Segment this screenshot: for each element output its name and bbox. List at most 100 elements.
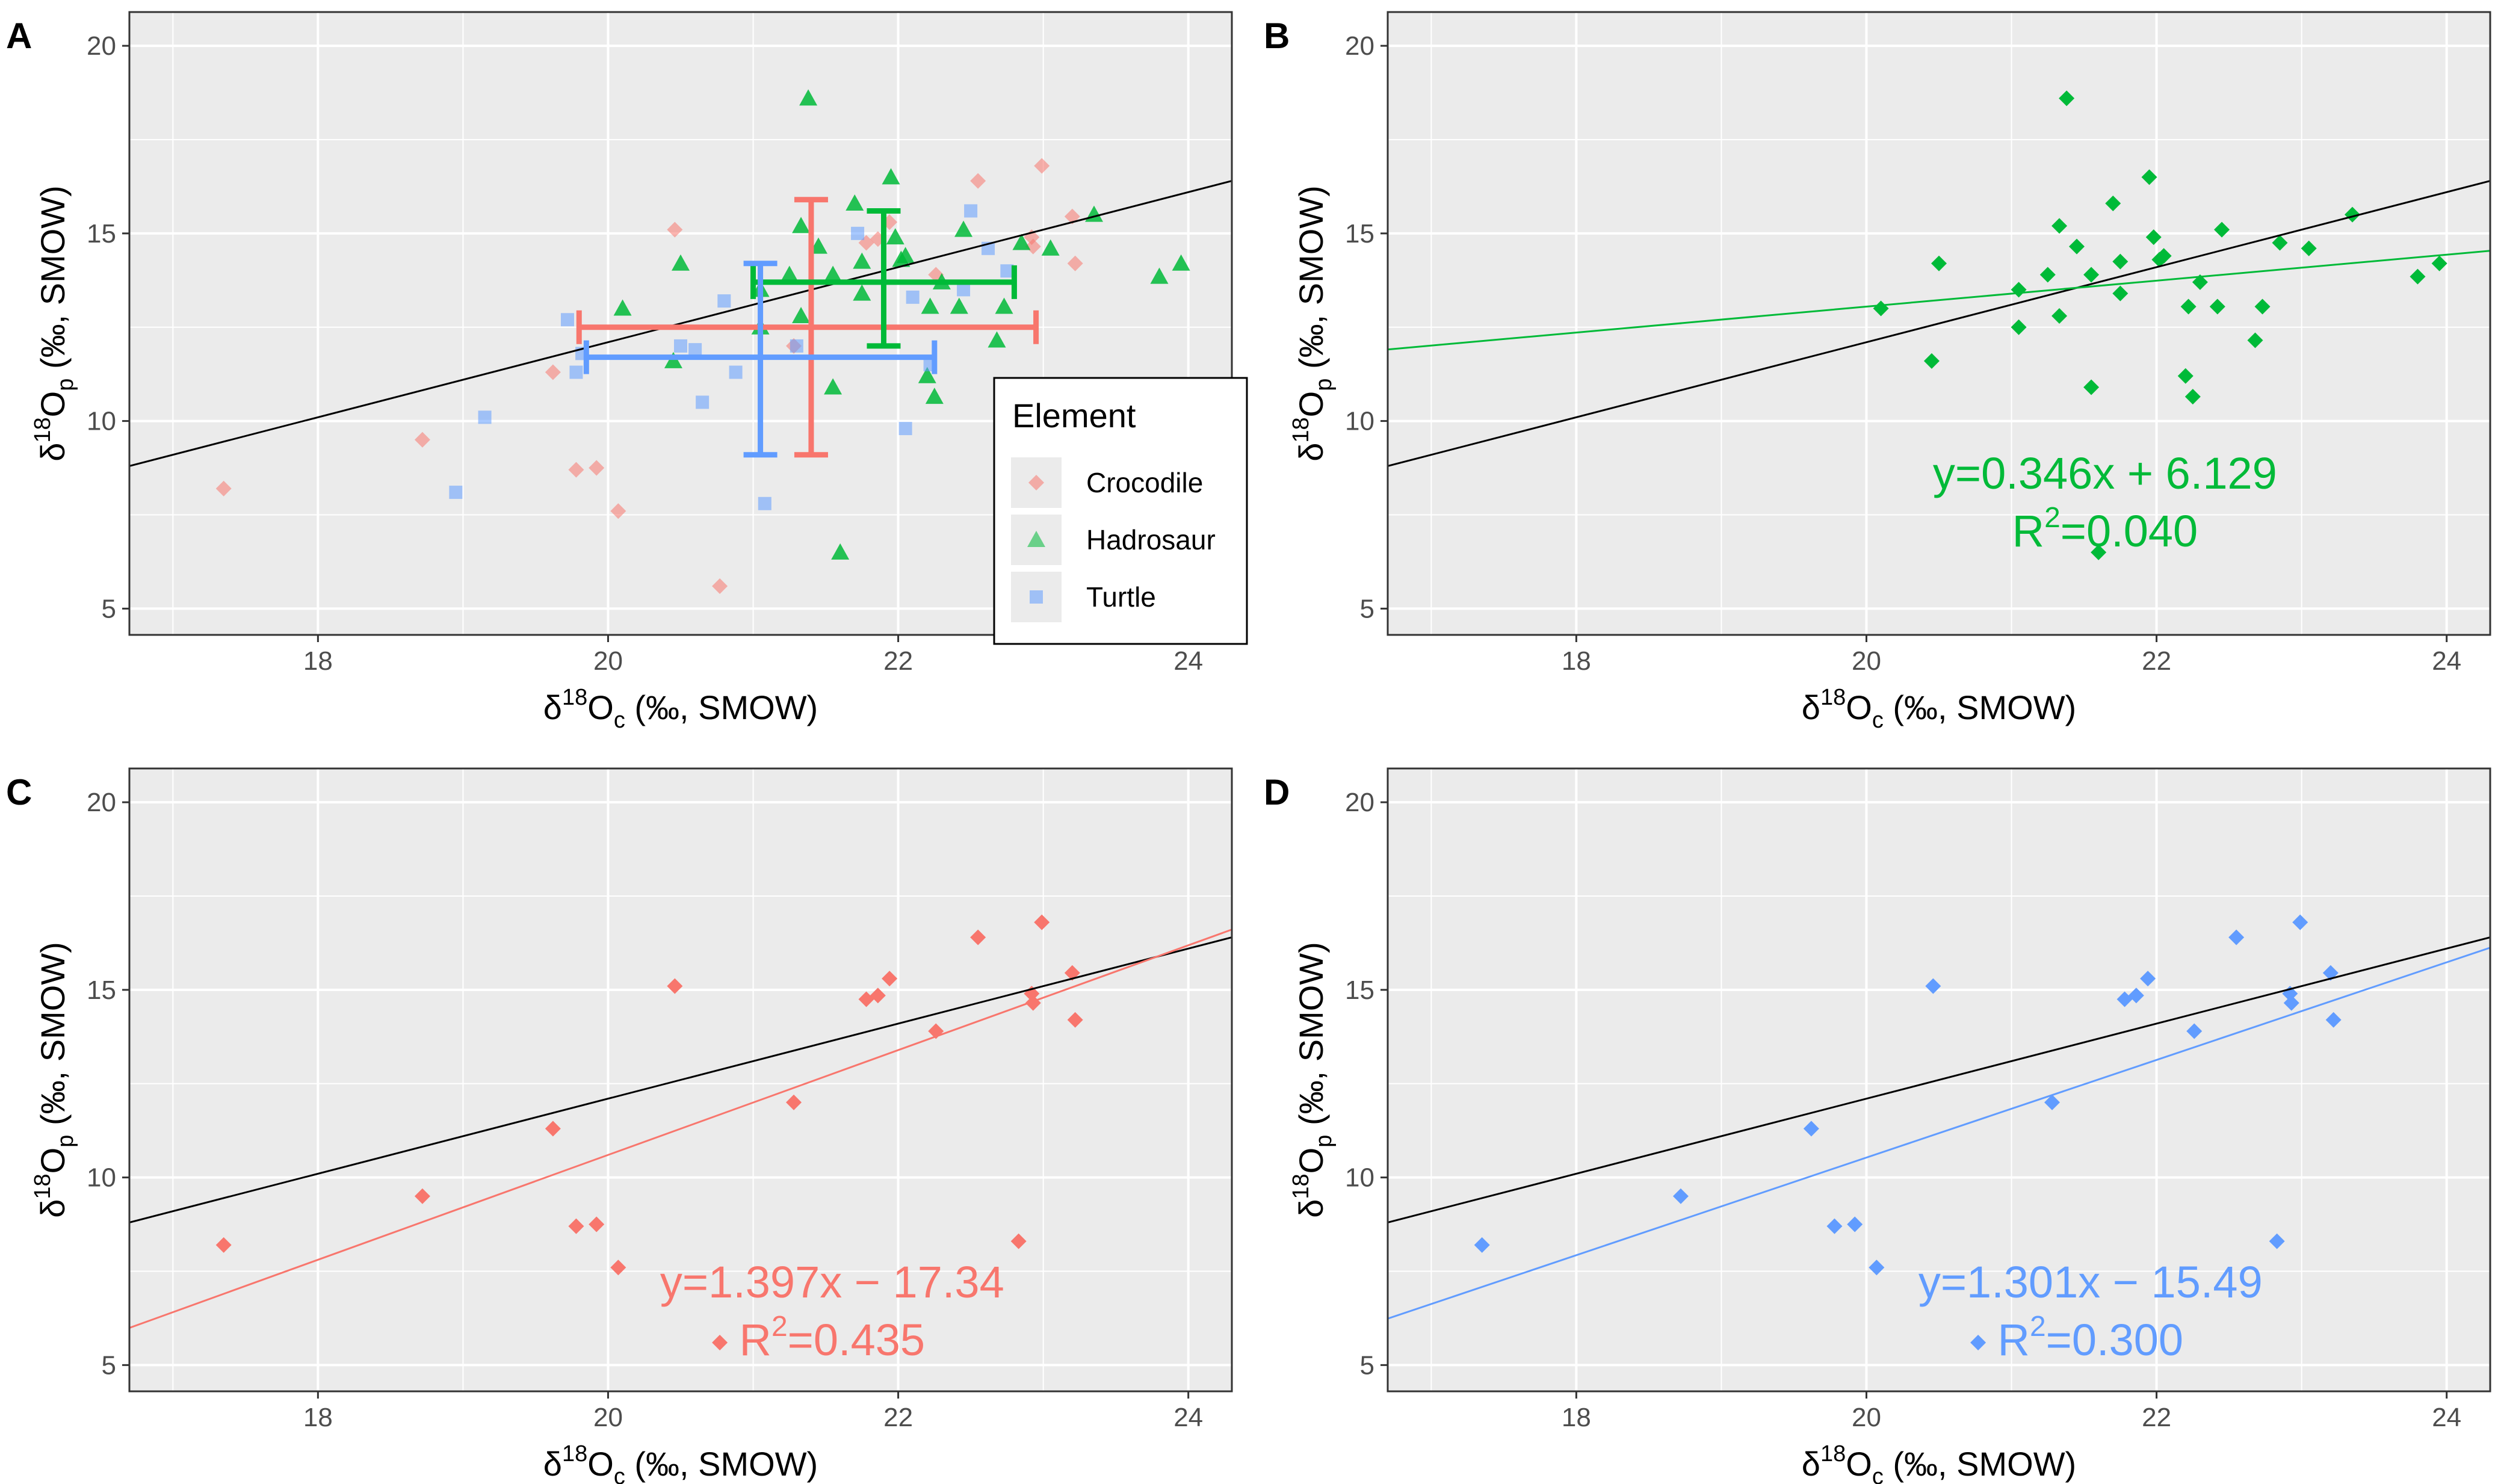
x-axis-title-sub: c xyxy=(614,1464,625,1484)
r2-sup: 2 xyxy=(2030,1311,2046,1343)
x-tick-label: 22 xyxy=(883,646,913,676)
data-point xyxy=(1931,255,1947,271)
data-point xyxy=(2177,368,2194,384)
errorbar-crocodile xyxy=(576,197,1039,458)
data-point xyxy=(2044,1094,2061,1110)
plot-layer xyxy=(1388,90,2490,560)
point-hadrosaur xyxy=(799,89,818,106)
y-tick-label: 10 xyxy=(87,1163,116,1193)
x-axis-title-tail: (‰, SMOW) xyxy=(1884,1445,2076,1483)
data-point xyxy=(667,978,683,994)
point-hadrosaur xyxy=(950,297,968,314)
data-point xyxy=(2051,308,2068,324)
data-point xyxy=(589,1216,605,1232)
x-axis-title-sub: c xyxy=(1872,708,1884,733)
data-point xyxy=(2254,298,2271,315)
plot-border xyxy=(1387,11,2491,636)
data-point xyxy=(786,1094,802,1110)
y-axis-title-o: O xyxy=(34,1148,72,1174)
data-point xyxy=(2301,240,2317,256)
point-hadrosaur xyxy=(780,265,799,282)
y-axis-title-sub: p xyxy=(1311,379,1337,391)
legend-item-crocodile: Crocodile xyxy=(1086,467,1203,498)
y-axis-title-sub: p xyxy=(1311,1135,1337,1148)
point-crocodile xyxy=(414,431,430,448)
data-point xyxy=(2325,1012,2342,1028)
point-hadrosaur xyxy=(995,297,1013,314)
y-axis-title: δ18Op (‰, SMOW) xyxy=(30,185,78,462)
y-axis-title-sup: 18 xyxy=(30,1173,55,1199)
data-point xyxy=(1034,914,1050,930)
panel-label: B xyxy=(1264,16,1290,56)
data-point xyxy=(2128,988,2144,1004)
legend-title: Element xyxy=(1012,397,1136,434)
data-point xyxy=(2192,274,2208,290)
y-tick-label: 5 xyxy=(102,1350,116,1380)
point-hadrosaur xyxy=(809,237,827,254)
y-axis-title: δ18Op (‰, SMOW) xyxy=(30,942,78,1218)
point-hadrosaur xyxy=(792,307,811,324)
data-point xyxy=(2247,332,2263,348)
x-tick-label: 22 xyxy=(2142,646,2171,676)
point-hadrosaur xyxy=(613,299,632,316)
x-axis-title-o: O xyxy=(587,1445,614,1483)
plot-layer xyxy=(129,89,1232,594)
point-crocodile xyxy=(610,503,626,519)
y-axis-title: δ18Op (‰, SMOW) xyxy=(1288,942,1337,1218)
point-turtle xyxy=(717,294,731,308)
r2-value: =0.300 xyxy=(2046,1315,2183,1365)
data-point xyxy=(414,1188,430,1204)
panel-label: C xyxy=(6,772,32,812)
plot-layer xyxy=(129,914,1232,1350)
point-turtle xyxy=(688,343,702,357)
legend-key-crocodile xyxy=(1028,475,1044,490)
data-point xyxy=(2410,268,2426,285)
data-point xyxy=(2209,298,2225,315)
point-turtle xyxy=(851,226,865,240)
point-hadrosaur xyxy=(918,366,936,383)
y-axis-title-o: O xyxy=(34,391,72,418)
regression-equation: y=0.346x + 6.129 xyxy=(1933,448,2277,498)
x-axis-title-sup: 18 xyxy=(562,685,587,710)
x-axis-title-o: O xyxy=(1846,1445,1872,1483)
point-hadrosaur xyxy=(824,378,842,395)
data-point xyxy=(2051,218,2068,234)
y-tick-label: 15 xyxy=(1345,975,1374,1005)
point-crocodile xyxy=(568,462,584,478)
y-axis-title-o: O xyxy=(1292,1148,1330,1174)
data-point xyxy=(2228,929,2245,945)
y-axis-title-delta: δ xyxy=(1292,443,1330,462)
x-axis-title-delta: δ xyxy=(1802,1445,1820,1483)
r2-r: R xyxy=(2012,506,2044,556)
point-hadrosaur xyxy=(921,297,939,314)
point-hadrosaur xyxy=(664,351,682,368)
point-hadrosaur xyxy=(1172,254,1190,271)
data-point xyxy=(1826,1218,1843,1234)
point-crocodile xyxy=(712,578,728,594)
data-point xyxy=(2283,995,2299,1011)
data-point xyxy=(2186,1023,2203,1039)
point-hadrosaur xyxy=(1012,233,1031,250)
data-point xyxy=(215,1237,232,1253)
x-axis-title-sup: 18 xyxy=(1820,1441,1846,1467)
data-point xyxy=(545,1121,561,1137)
x-axis-title: δ18Oc (‰, SMOW) xyxy=(1802,1441,2076,1484)
legend-item-turtle: Turtle xyxy=(1086,581,1156,613)
data-point xyxy=(1803,1121,1819,1137)
x-axis-title-tail: (‰, SMOW) xyxy=(625,688,818,726)
data-point xyxy=(2140,971,2156,987)
data-point xyxy=(2431,255,2447,271)
data-point xyxy=(1847,1216,1863,1232)
plot-border xyxy=(128,767,1233,1393)
x-axis-title-tail: (‰, SMOW) xyxy=(625,1445,818,1483)
regression-r2: R2=0.040 xyxy=(2012,502,2198,556)
y-axis-title-sub: p xyxy=(53,1135,78,1148)
point-hadrosaur xyxy=(954,220,973,237)
point-turtle xyxy=(906,290,920,304)
y-axis-title-sup: 18 xyxy=(30,417,55,442)
y-axis-title-o: O xyxy=(1292,391,1330,418)
point-turtle xyxy=(449,486,463,499)
x-tick-label: 24 xyxy=(2432,1403,2461,1432)
point-hadrosaur xyxy=(853,252,871,269)
x-axis-title-sup: 18 xyxy=(1820,685,1846,710)
